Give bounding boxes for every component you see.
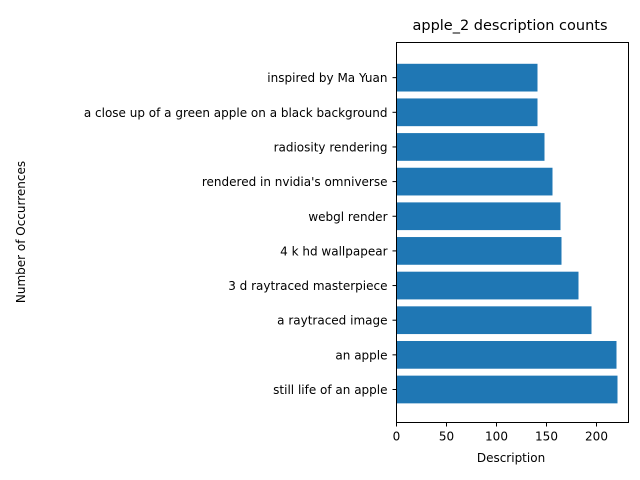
y-tick-label: a raytraced image [277,314,387,328]
bar [396,237,562,265]
y-tick-label: radiosity rendering [274,140,388,154]
x-tick-label: 50 [439,430,454,444]
y-tick-label: rendered in nvidia's omniverse [202,175,388,189]
bar [396,63,538,92]
bar [396,375,618,404]
y-tick-group: still life of an apple an apple a raytrace… [84,71,397,397]
y-tick-label: webgl render [308,210,387,224]
y-tick-label: 3 d raytraced masterpiece [228,279,387,293]
x-tick-label: 200 [585,430,608,444]
bar [396,202,561,231]
bar [396,340,617,369]
y-tick-label: an apple [335,348,387,362]
y-tick-label: a close up of a green apple on a black b… [84,106,388,120]
x-axis-label: Description [477,451,545,465]
chart-title: apple_2 description counts [412,18,607,34]
bar [396,133,545,161]
y-axis-label: Number of Occurrences [14,161,28,303]
bars-group [396,63,618,404]
y-tick-label: still life of an apple [273,383,387,397]
x-tick-label: 150 [535,430,558,444]
y-tick-label: 4 k hd wallpapear [280,244,387,258]
bar [396,167,553,196]
x-tick-label: 0 [393,430,401,444]
x-tick-group: 0 50 100 150 200 [393,422,608,444]
x-tick-label: 100 [485,430,508,444]
y-tick-label: inspired by Ma Yuan [267,71,387,85]
bar [396,306,592,335]
bar [396,271,579,300]
bar [396,98,538,127]
plot-frame [396,42,629,423]
